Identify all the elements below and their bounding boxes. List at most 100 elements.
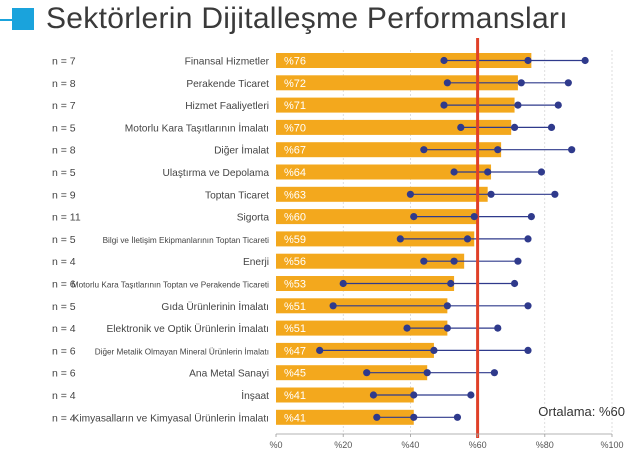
category-label: Hizmet Faaliyetleri	[185, 101, 269, 112]
category-label: Enerji	[243, 257, 269, 268]
bar-value-label: %71	[284, 100, 306, 112]
bar-value-label: %51	[284, 301, 306, 313]
n-label: n = 7	[52, 100, 76, 112]
n-label: n = 4	[52, 412, 76, 424]
bar-value-label: %63	[284, 189, 306, 201]
bar-value-label: %60	[284, 212, 306, 224]
n-label: n = 8	[52, 145, 76, 157]
bar-value-label: %56	[284, 256, 306, 268]
data-point	[316, 346, 324, 354]
data-point	[514, 101, 522, 109]
data-point	[494, 146, 502, 154]
bar	[276, 97, 515, 113]
dots	[316, 56, 589, 421]
data-point	[554, 101, 562, 109]
data-point	[329, 302, 337, 310]
category-label: Bilgi ve İletişim Ekipmanlarının Toptan …	[103, 235, 270, 245]
bar	[276, 209, 478, 225]
category-label: Ana Metal Sanayi	[189, 369, 269, 380]
data-point	[339, 279, 347, 288]
data-point	[410, 391, 418, 399]
x-tick-label: %20	[334, 440, 352, 450]
bar	[276, 75, 518, 91]
average-label: Ortalama: %60	[538, 404, 625, 419]
data-point	[568, 146, 576, 154]
data-point	[487, 190, 495, 198]
n-label: n = 4	[52, 390, 76, 402]
bar	[276, 53, 532, 68]
bar-value-label: %59	[284, 234, 306, 246]
x-tick-label: %40	[401, 440, 419, 450]
data-point	[514, 257, 522, 265]
bar-value-label: %53	[284, 279, 306, 291]
data-point	[453, 413, 462, 421]
category-label: Diğer İmalat	[214, 144, 269, 157]
data-point	[463, 235, 472, 243]
bar-value-label: %41	[284, 412, 306, 424]
category-label: Sigorta	[237, 213, 270, 224]
bar	[276, 119, 512, 135]
labels: %76 Finansal Hizmetler n = 7 %72 Perakende T…	[52, 56, 306, 425]
data-point	[527, 213, 535, 221]
bar	[276, 142, 502, 158]
category-label: Elektronik ve Optik Ürünlerin İmalatı	[107, 322, 270, 335]
category-label: Motorlu Kara Taşıtlarının Toptan ve Pera…	[72, 281, 269, 290]
category-label: İnşaat	[241, 389, 269, 402]
data-point	[547, 123, 556, 131]
data-point	[490, 369, 498, 377]
data-point	[517, 79, 525, 87]
n-label: n = 5	[52, 301, 76, 313]
bar-value-label: %47	[284, 345, 306, 357]
bar-value-label: %70	[284, 122, 306, 134]
n-label: n = 11	[52, 212, 81, 224]
category-label: Kimyasalların ve Kimyasal Ürünlerin İmal…	[73, 411, 269, 424]
n-label: n = 7	[52, 56, 76, 68]
data-point	[524, 302, 532, 310]
data-point	[551, 190, 559, 198]
data-point	[410, 413, 418, 421]
bar	[276, 253, 465, 269]
category-label: Gıda Ürünlerinin İmalatı	[161, 300, 269, 313]
data-point	[524, 346, 532, 354]
data-point	[443, 324, 451, 332]
n-label: n = 4	[52, 323, 76, 335]
bar-value-label: %67	[284, 145, 306, 157]
category-label: Finansal Hizmetler	[185, 57, 270, 68]
x-tick-label: %60	[469, 440, 487, 450]
n-label: n = 6	[52, 368, 76, 380]
data-point	[403, 324, 411, 332]
data-point	[423, 369, 431, 377]
data-point	[363, 369, 371, 377]
n-label: n = 6	[52, 345, 76, 357]
chart-title: Sektörlerin Dijitalleşme Performansları	[46, 2, 568, 35]
category-label: Perakende Ticaret	[186, 79, 269, 90]
bar-value-label: %51	[284, 323, 306, 335]
n-label: n = 5	[52, 234, 76, 246]
x-axis: %0 %20 %40 %60 %80 %100	[269, 433, 624, 450]
title-accent-square	[12, 8, 34, 30]
category-label: Diğer Metalik Olmayan Mineral Ürünlerin …	[95, 346, 269, 356]
bar-value-label: %64	[284, 167, 306, 179]
data-point	[524, 56, 532, 65]
bar	[276, 164, 492, 180]
data-point	[581, 56, 589, 65]
n-label: n = 5	[52, 122, 76, 134]
data-point	[470, 213, 478, 221]
data-point	[524, 235, 532, 243]
bar	[276, 320, 448, 336]
bar	[276, 387, 414, 403]
category-label: Ulaştırma ve Depolama	[163, 168, 270, 179]
data-point	[457, 123, 465, 131]
bar-value-label: %76	[284, 56, 306, 68]
data-point	[564, 79, 572, 87]
data-point	[420, 257, 428, 265]
data-point	[406, 190, 414, 198]
data-point	[494, 324, 502, 332]
bar	[276, 186, 488, 202]
data-point	[467, 391, 475, 399]
bar-value-label: %41	[284, 390, 306, 402]
n-label: n = 5	[52, 167, 76, 179]
n-label: n = 9	[52, 189, 76, 201]
data-point	[447, 279, 455, 288]
